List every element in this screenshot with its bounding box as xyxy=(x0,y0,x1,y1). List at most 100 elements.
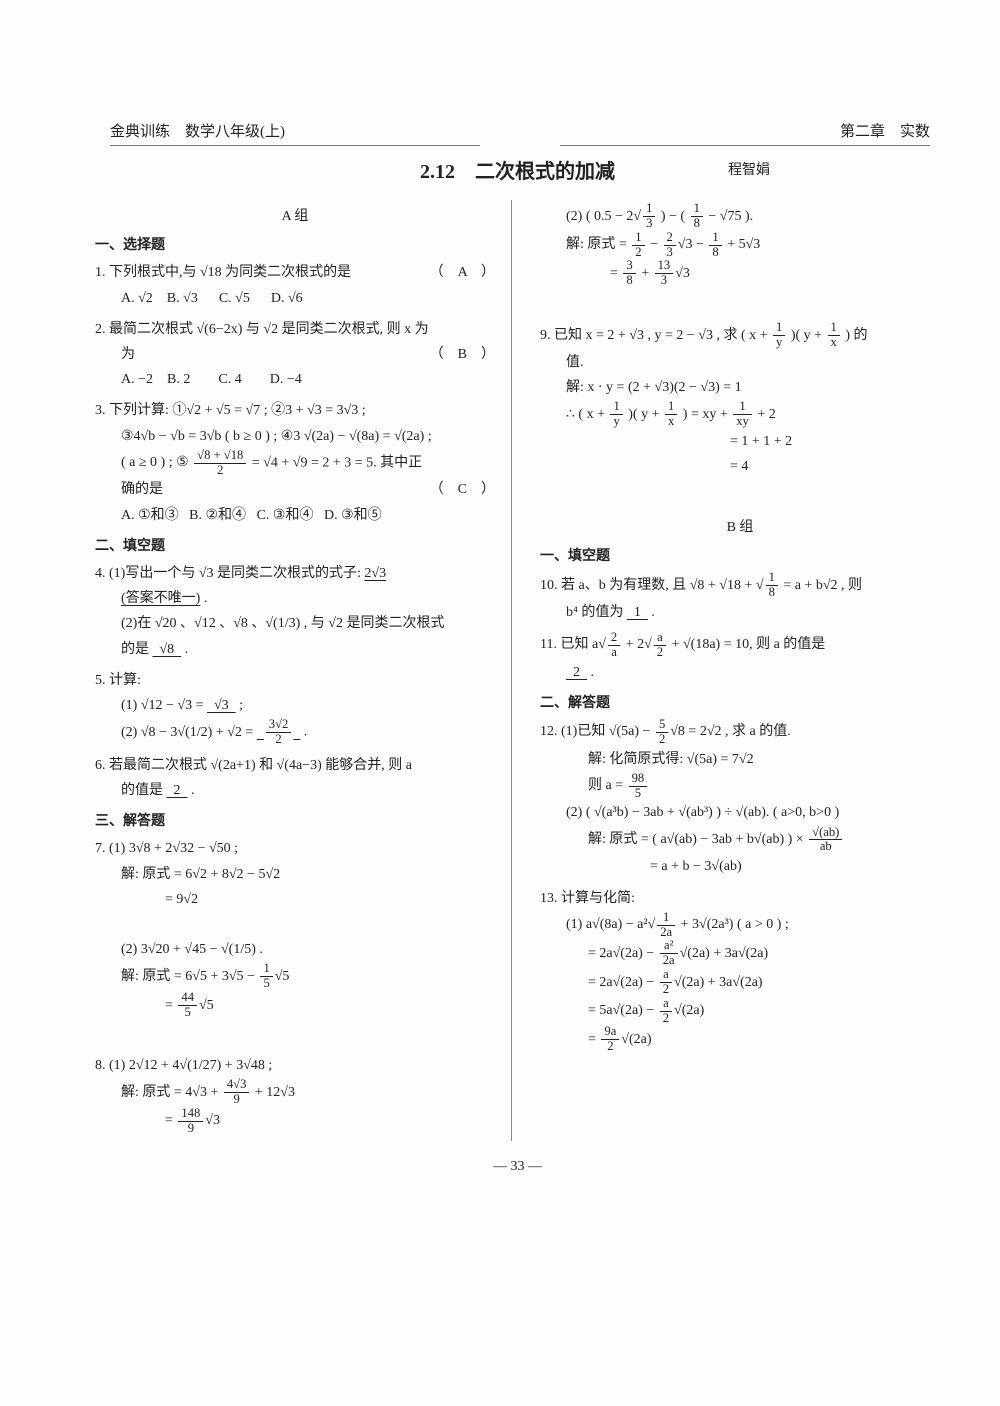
q9-stem: 9. 已知 x = 2 + √3 , y = 2 − √3 , 求 ( x + … xyxy=(540,328,868,343)
problem-3: 3. 下列计算: ①√2 + √5 = √7 ; ②3 + √3 = 3√3 ;… xyxy=(95,398,495,527)
q5-1-end: ; xyxy=(239,698,243,713)
section-title: 2.12 二次根式的加减 程智娟 xyxy=(95,155,940,184)
section-number: 2.12 xyxy=(420,161,455,183)
q5-2-blank: 3√22 xyxy=(257,725,301,740)
q2-stem: 2. 最简二次根式 √(6−2x) 与 √2 是同类二次根式, 则 x 为 xyxy=(95,322,429,337)
q13-s2: = 2a√(2a) − a2√(2a) + 3a√(2a) xyxy=(540,975,763,990)
q6-b: 的值是 xyxy=(95,783,163,798)
q4-2b: 的是 xyxy=(95,642,149,657)
author-name: 程智娟 xyxy=(728,159,770,179)
q8-1-sol1: 解: 原式 = 4√3 + 4√39 + 12√3 xyxy=(95,1085,295,1100)
group-a-label: A 组 xyxy=(95,204,495,229)
q8-2-sol1: 解: 原式 = 12 − 23√3 − 18 + 5√3 xyxy=(540,237,760,252)
q9-sol2: ∴ ( x + 1y )( y + 1x ) = xy + 1xy + 2 xyxy=(540,407,776,422)
q5-title: 5. 计算: xyxy=(95,673,141,688)
q8-1: 8. (1) 2√12 + 4√(1/27) + 3√48 ; xyxy=(95,1058,272,1073)
running-head-left: 金典训练 数学八年级(上) xyxy=(110,120,480,146)
problem-5: 5. 计算: (1) √12 − √3 = √3 ; (2) √8 − 3√(1… xyxy=(95,668,495,747)
q9-sol4: = 4 xyxy=(540,459,748,474)
page: 金典训练 数学八年级(上) 第二章 实数 2.12 二次根式的加减 程智娟 A … xyxy=(0,0,1000,1406)
q7-1: 7. (1) 3√8 + 2√32 − √50 ; xyxy=(95,841,238,856)
q12-1-sol2: 则 a = 985 xyxy=(540,778,649,793)
q10-c: . xyxy=(651,605,655,620)
q1-stem: 1. 下列根式中,与 √18 为同类二次根式的是 xyxy=(95,265,351,280)
q1-opt-c: C. √5 xyxy=(219,291,250,306)
q2-opt-b: B. 2 xyxy=(167,372,190,387)
q6-blank: 2 xyxy=(167,783,188,798)
q10-b: b⁴ 的值为 xyxy=(540,605,623,620)
q10-blank: 1 xyxy=(627,605,648,620)
q13-1: (1) a√(8a) − a²√12a + 3√(2a³) ( a > 0 ) … xyxy=(540,917,789,932)
page-number: — 33 — xyxy=(95,1159,940,1175)
q13-s3: = 5a√(2a) − a2√(2a) xyxy=(540,1003,704,1018)
q6-a: 6. 若最简二次根式 √(2a+1) 和 √(4a−3) 能够合并, 则 a xyxy=(95,758,412,773)
q12-2: (2) ( √(a³b) − 3ab + √(ab³) ) ÷ √(ab). (… xyxy=(540,805,839,820)
q2-opt-d: D. −4 xyxy=(270,372,302,387)
right-column: (2) ( 0.5 − 2√13 ) − ( 18 − √75 ). 解: 原式… xyxy=(540,200,940,1141)
q1-opt-d: D. √6 xyxy=(271,291,303,306)
q11-c: . xyxy=(591,665,595,680)
q4-1c: (答案不唯一) xyxy=(95,591,200,606)
q12-2-sol2: = a + b − 3√(ab) xyxy=(540,859,742,874)
problem-6: 6. 若最简二次根式 √(2a+1) 和 √(4a−3) 能够合并, 则 a 的… xyxy=(95,753,495,803)
problem-13: 13. 计算与化简: (1) a√(8a) − a²√12a + 3√(2a³)… xyxy=(540,886,940,1055)
q2-opt-a: A. −2 xyxy=(95,372,153,387)
problem-8: 8. (1) 2√12 + 4√(1/27) + 3√48 ; 解: 原式 = … xyxy=(95,1053,495,1136)
q8-2: (2) ( 0.5 − 2√13 ) − ( 18 − √75 ). xyxy=(540,209,753,224)
section-fill: 二、填空题 xyxy=(95,534,495,559)
q4-2-blank: √8 xyxy=(153,642,182,657)
problem-10: 10. 若 a、b 为有理数, 且 √8 + √18 + √18 = a + b… xyxy=(540,571,940,625)
q13-s4: = 9a2√(2a) xyxy=(540,1032,652,1047)
q3-opt-a: A. ①和③ xyxy=(95,508,179,523)
q10-a: 10. 若 a、b 为有理数, 且 √8 + √18 + √18 = a + b… xyxy=(540,578,862,593)
q5-2-end: . xyxy=(304,725,308,740)
q4-2a: (2)在 √20 、√12 、√8 、√(1/3) , 与 √2 是同类二次根式 xyxy=(95,616,444,631)
q5-1: (1) √12 − √3 = xyxy=(95,698,203,713)
q11-a: 11. 已知 a√2a + 2√a2 + √(18a) = 10, 则 a 的值… xyxy=(540,637,825,652)
group-b-label: B 组 xyxy=(540,515,940,540)
problem-9: 9. 已知 x = 2 + √3 , y = 2 − √3 , 求 ( x + … xyxy=(540,321,940,479)
q5-2: (2) √8 − 3√(1/2) + √2 = xyxy=(95,725,253,740)
q3-opt-b: B. ②和④ xyxy=(189,508,246,523)
problem-2: 2. 最简二次根式 √(6−2x) 与 √2 是同类二次根式, 则 x 为 为 … xyxy=(95,317,495,393)
problem-11: 11. 已知 a√2a + 2√a2 + √(18a) = 10, 则 a 的值… xyxy=(540,631,940,685)
q13-t: 13. 计算与化简: xyxy=(540,891,635,906)
q1-answer: （ A ） xyxy=(430,260,495,285)
left-column: A 组 一、选择题 1. 下列根式中,与 √18 为同类二次根式的是 （ A ）… xyxy=(95,200,512,1141)
q3-line1: 3. 下列计算: ①√2 + √5 = √7 ; ②3 + √3 = 3√3 ; xyxy=(95,403,366,418)
q6-c: . xyxy=(191,783,195,798)
q3-opt-d: D. ③和⑤ xyxy=(324,508,382,523)
section-name: 二次根式的加减 xyxy=(475,161,615,183)
q11-blank: 2 xyxy=(540,665,587,680)
problem-4: 4. (1)写出一个与 √3 是同类二次根式的式子: 2√3 (答案不唯一) .… xyxy=(95,561,495,662)
section-b-solve: 二、解答题 xyxy=(540,691,940,716)
q7-2-sol1: 解: 原式 = 6√5 + 3√5 − 15√5 xyxy=(95,969,289,984)
q7-2: (2) 3√20 + √45 − √(1/5) . xyxy=(95,942,263,957)
q1-opt-b: B. √3 xyxy=(167,291,198,306)
q12-2-sol1: 解: 原式 = ( a√(ab) − 3ab + b√(ab) ) × √(ab… xyxy=(540,832,844,847)
q2-opt-c: C. 4 xyxy=(218,372,241,387)
q12-1: 12. (1)已知 √(5a) − 52√8 = 2√2 , 求 a 的值. xyxy=(540,724,791,739)
q3-answer: （ C ） xyxy=(430,477,495,502)
q7-1-sol2: = 9√2 xyxy=(95,892,198,907)
q8-2-sol2: = 38 + 133√3 xyxy=(540,266,690,281)
section-solve: 三、解答题 xyxy=(95,809,495,834)
q7-2-sol2: = 445√5 xyxy=(95,998,214,1013)
q4-2d: . xyxy=(185,642,189,657)
q2-answer: （ B ） xyxy=(430,342,495,367)
problem-12: 12. (1)已知 √(5a) − 52√8 = 2√2 , 求 a 的值. 解… xyxy=(540,718,940,880)
problem-8-2: (2) ( 0.5 − 2√13 ) − ( 18 − √75 ). 解: 原式… xyxy=(540,202,940,288)
q9-sol1: 解: x · y = (2 + √3)(2 − √3) = 1 xyxy=(540,380,742,395)
q3-line2: ③4√b − √b = 3√b ( b ≥ 0 ) ; ④3 √(2a) − √… xyxy=(95,429,432,444)
content-columns: A 组 一、选择题 1. 下列根式中,与 √18 为同类二次根式的是 （ A ）… xyxy=(95,200,940,1141)
q7-1-sol1: 解: 原式 = 6√2 + 8√2 − 5√2 xyxy=(95,867,280,882)
q13-s1: = 2a√(2a) − a²2a√(2a) + 3a√(2a) xyxy=(540,946,768,961)
q3-frac: √8 + √182 xyxy=(194,449,246,478)
problem-1: 1. 下列根式中,与 √18 为同类二次根式的是 （ A ） A. √2 B. … xyxy=(95,260,495,310)
q3-line4: 确的是 xyxy=(95,482,163,497)
q3-opt-c: C. ③和④ xyxy=(257,508,314,523)
q12-1-sol1: 解: 化简原式得: √(5a) = 7√2 xyxy=(540,752,754,767)
q3-line3a: ( a ≥ 0 ) ; ⑤ xyxy=(95,455,189,470)
q9-sol3: = 1 + 1 + 2 xyxy=(540,434,792,449)
q1-opt-a: A. √2 xyxy=(95,291,153,306)
